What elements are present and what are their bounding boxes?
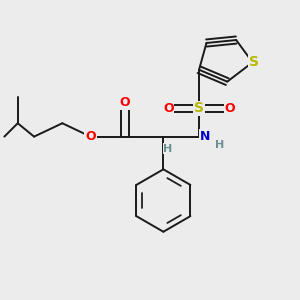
Text: O: O — [163, 102, 174, 115]
Text: O: O — [224, 102, 235, 115]
Text: O: O — [119, 96, 130, 109]
Text: N: N — [200, 130, 210, 143]
Text: S: S — [249, 55, 259, 69]
Text: H: H — [214, 140, 224, 150]
Text: H: H — [163, 143, 172, 154]
Text: S: S — [194, 101, 204, 116]
Text: O: O — [85, 130, 96, 143]
